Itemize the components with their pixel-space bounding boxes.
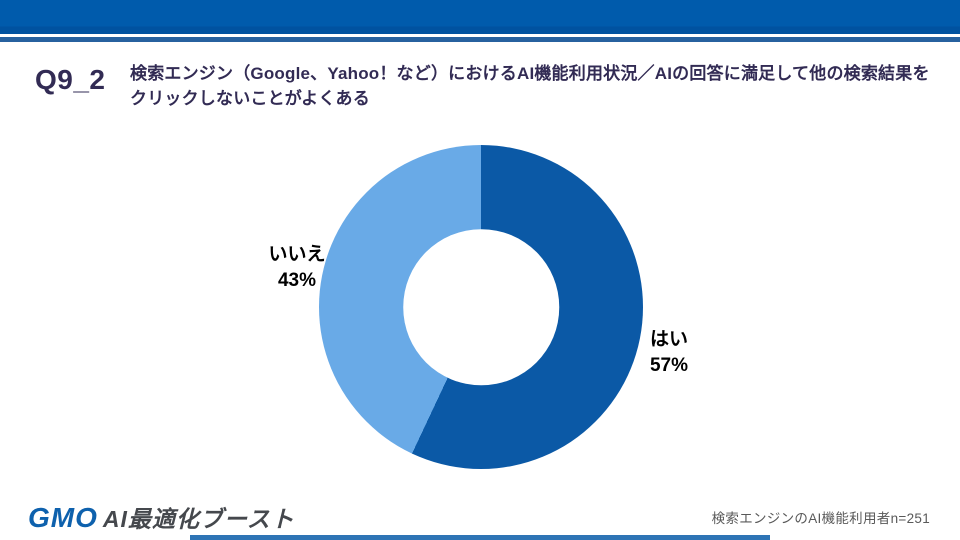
gmo-logo-mark: GMO: [28, 502, 98, 533]
data-label-no: いいえ 43%: [242, 242, 352, 294]
donut-chart: [319, 145, 643, 469]
bottom-accent-bar: [190, 535, 770, 540]
gmo-logo: GMO AI最適化ブースト: [28, 500, 295, 534]
header-bar: [0, 0, 960, 34]
header-accent-line: [0, 37, 960, 42]
donut-hole: [403, 229, 559, 385]
data-label-no-name: いいえ: [268, 244, 326, 265]
data-label-yes-name: はい: [649, 329, 688, 350]
data-label-no-value: 43%: [277, 270, 317, 291]
data-label-yes: はい 57%: [614, 327, 724, 379]
data-label-yes-value: 57%: [649, 355, 689, 376]
question-id: Q9_2: [35, 64, 106, 95]
gmo-logo-product-name: AI最適化ブースト: [102, 506, 295, 532]
sample-size-note: 検索エンジンのAI機能利用者n=251: [711, 511, 930, 526]
slide-title: 検索エンジン（Google、Yahoo！など）におけるAI機能利用状況／AIの回…: [130, 64, 930, 108]
